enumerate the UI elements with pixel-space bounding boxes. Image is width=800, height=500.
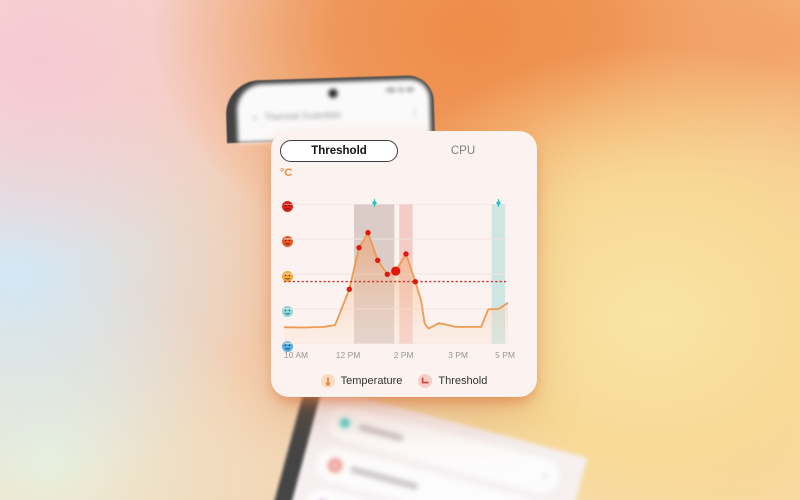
tab-cpu[interactable]: CPU xyxy=(450,145,476,157)
thermometer-icon xyxy=(320,374,335,388)
data-point[interactable] xyxy=(384,271,391,277)
x-tick-label: 2 PM xyxy=(393,350,414,360)
legend-threshold: Threshold xyxy=(418,374,487,388)
selected-data-point[interactable] xyxy=(391,266,401,276)
data-point[interactable] xyxy=(356,244,362,251)
data-point[interactable] xyxy=(374,257,381,263)
list-item-icon xyxy=(327,456,344,473)
chevron-right-icon: › xyxy=(541,470,549,483)
celsius-unit-label: °C xyxy=(280,167,293,179)
cool-emoji-icon xyxy=(282,304,293,317)
time-x-axis: 10 AM 12 PM 2 PM 3 PM 5 PM xyxy=(284,350,515,362)
data-point[interactable] xyxy=(365,230,371,236)
threshold-chart-svg xyxy=(284,204,508,344)
status-bar-icons xyxy=(386,87,414,93)
thermal-chart-card: Threshold CPU °C 10 AM 12 PM 2 PM 3 PM 5 PM … xyxy=(271,131,537,397)
spike-marker-icon xyxy=(495,194,502,207)
tab-threshold[interactable]: Threshold xyxy=(280,140,398,162)
legend-temperature-label: Temperature xyxy=(340,375,403,387)
temperature-area xyxy=(284,232,508,344)
data-point[interactable] xyxy=(403,251,409,257)
back-arrow-icon[interactable]: ‹ xyxy=(253,110,258,125)
x-tick-label: 12 PM xyxy=(335,350,361,360)
phone-app-title: Thermal Guardian xyxy=(264,109,342,123)
blurred-label-bar xyxy=(357,423,404,442)
camera-punch-hole xyxy=(328,88,338,99)
legend-threshold-label: Threshold xyxy=(438,375,488,387)
tab-bar: Threshold CPU xyxy=(271,131,537,162)
legend-temperature: Temperature xyxy=(320,374,403,388)
list-item-icon xyxy=(338,416,352,430)
phone-app-header: ‹ Thermal Guardian ⋮ xyxy=(253,105,421,125)
x-tick-label: 3 PM xyxy=(448,350,468,360)
blurred-label-bar xyxy=(349,466,419,490)
x-tick-label: 10 AM xyxy=(284,350,309,360)
threshold-icon xyxy=(418,374,433,388)
spike-marker-icon xyxy=(371,194,378,207)
x-tick-label: 5 PM xyxy=(495,350,515,360)
data-point[interactable] xyxy=(412,279,419,285)
overflow-menu-icon[interactable]: ⋮ xyxy=(408,106,421,120)
chart-legend: Temperature Threshold xyxy=(271,374,537,388)
data-point[interactable] xyxy=(346,286,352,292)
